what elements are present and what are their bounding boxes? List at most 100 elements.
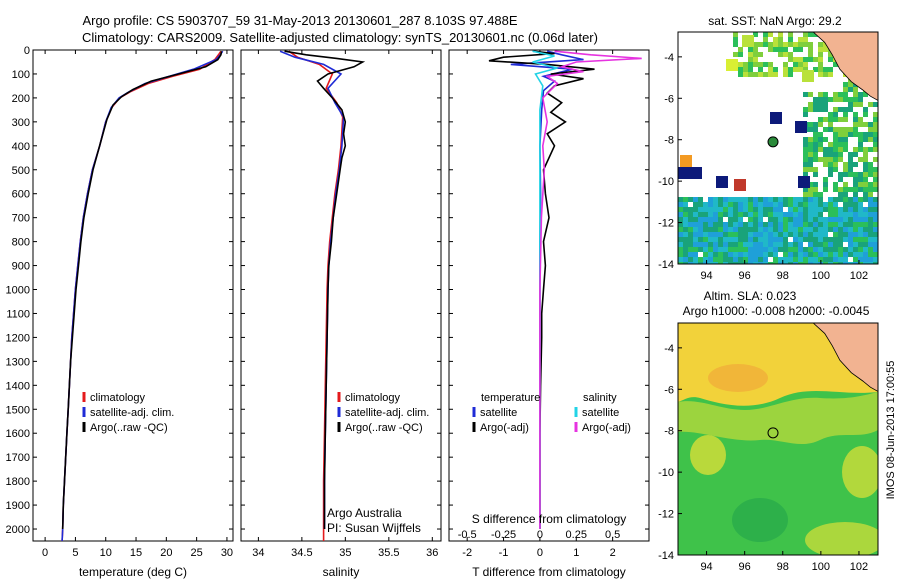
sst-cell <box>853 242 858 247</box>
sst-cell <box>718 247 723 252</box>
sst-cell <box>813 197 818 202</box>
sst-cell <box>823 72 828 77</box>
sst-cell <box>838 147 843 152</box>
temperature-panel: 0 5 10 15 20 25 300100200300400500600700800900… <box>6 45 234 579</box>
sst-cell <box>803 197 808 202</box>
sst-cell <box>838 107 843 112</box>
sst-cell <box>698 212 703 217</box>
sst-cell <box>738 212 743 217</box>
sst-cell <box>728 217 733 222</box>
sst-cell <box>753 72 758 77</box>
sst-cell <box>763 72 768 77</box>
sst-cell <box>678 207 683 212</box>
sst-cell <box>748 62 753 67</box>
sst-cell <box>773 257 778 262</box>
sst-cell <box>723 252 728 257</box>
sst-cell <box>733 242 738 247</box>
sst-cell <box>838 172 843 177</box>
sst-cell <box>703 217 708 222</box>
sst-cell <box>818 237 823 242</box>
sst-cell <box>868 172 873 177</box>
sst-cell <box>728 252 733 257</box>
sst-cell <box>768 72 773 77</box>
sst-cell <box>843 142 848 147</box>
sst-cell <box>828 212 833 217</box>
sst-cell <box>863 252 868 257</box>
sst-cell <box>708 242 713 247</box>
sst-cell <box>853 97 858 102</box>
sst-cell <box>698 237 703 242</box>
sst-cell <box>818 107 823 112</box>
sst-cell <box>818 157 823 162</box>
sst-cell <box>778 32 783 37</box>
sst-cell <box>713 227 718 232</box>
sst-cell <box>728 262 733 264</box>
sst-cell <box>858 177 863 182</box>
sst-cell <box>708 252 713 257</box>
sst-cell <box>868 202 873 207</box>
sst-cell <box>793 257 798 262</box>
sst-cell <box>843 197 848 202</box>
sst-cell <box>868 147 873 152</box>
sst-cell <box>818 197 823 202</box>
sst-cell <box>853 112 858 117</box>
sst-cell <box>813 232 818 237</box>
sst-cell <box>793 62 798 67</box>
sst-cell <box>818 47 823 52</box>
sst-cell <box>813 262 818 264</box>
sst-cell <box>783 237 788 242</box>
sst-cell <box>798 212 803 217</box>
sst-cell <box>813 57 818 62</box>
sst-cell <box>853 182 858 187</box>
sst-cell <box>818 257 823 262</box>
sst-cell <box>803 137 808 142</box>
sst-cell <box>818 252 823 257</box>
sst-cell <box>778 207 783 212</box>
sst-cell <box>868 257 873 262</box>
sst-cell <box>873 217 878 222</box>
sst-cell <box>753 227 758 232</box>
sst-cell <box>798 232 803 237</box>
sst-cell <box>828 237 833 242</box>
sst-cell <box>698 202 703 207</box>
sst-cell <box>713 222 718 227</box>
sst-block <box>734 179 746 191</box>
sst-cell <box>863 92 868 97</box>
sst-cell <box>768 237 773 242</box>
sst-cell <box>688 222 693 227</box>
sst-cell <box>858 212 863 217</box>
sst-cell <box>783 67 788 72</box>
sst-cell <box>858 117 863 122</box>
sst-cell <box>718 252 723 257</box>
sst-cell <box>763 247 768 252</box>
sst-cell <box>848 222 853 227</box>
sst-cell <box>728 212 733 217</box>
ytick-label: 1200 <box>6 332 30 344</box>
sst-cell <box>723 222 728 227</box>
sst-cell <box>778 247 783 252</box>
xtick-label: 0 <box>42 547 48 559</box>
sst-cell <box>818 222 823 227</box>
sst-cell <box>843 187 848 192</box>
sst-cell <box>783 47 788 52</box>
sst-cell <box>848 97 853 102</box>
sst-cell <box>773 262 778 264</box>
sst-cell <box>743 207 748 212</box>
sst-cell <box>758 237 763 242</box>
sst-cell <box>808 237 813 242</box>
sst-cell <box>838 142 843 147</box>
sst-cell <box>693 237 698 242</box>
sst-cell <box>788 212 793 217</box>
sst-cell <box>708 212 713 217</box>
sst-cell <box>873 242 878 247</box>
sst-cell <box>688 252 693 257</box>
sst-cell <box>738 217 743 222</box>
sst-cell <box>808 217 813 222</box>
sst-cell <box>778 257 783 262</box>
sst-cell <box>833 152 838 157</box>
sst-cell <box>713 247 718 252</box>
sst-cell <box>848 167 853 172</box>
sst-block <box>726 59 738 71</box>
sst-cell <box>848 102 853 107</box>
sst-cell <box>788 227 793 232</box>
